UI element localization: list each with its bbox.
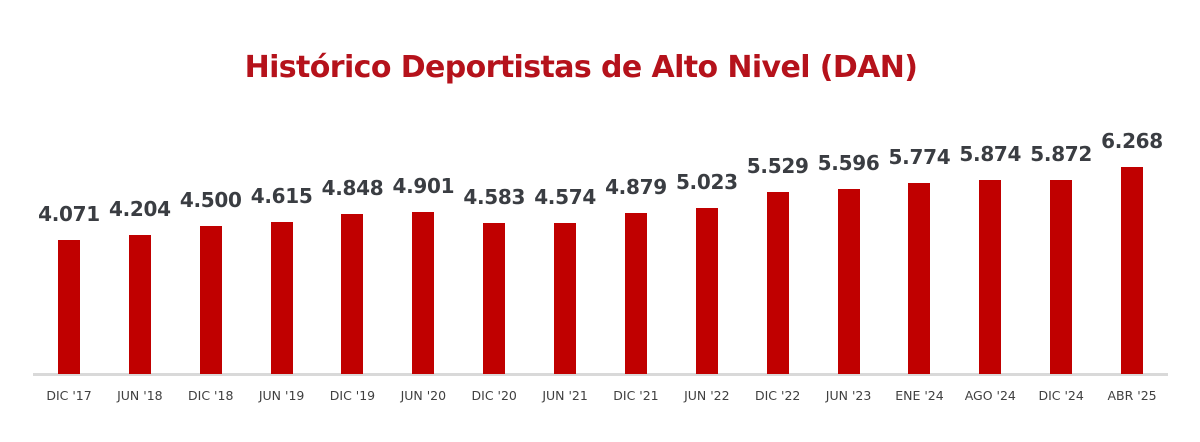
data-label: 5.874: [959, 142, 1022, 167]
data-label: 4.204: [108, 197, 171, 222]
data-label: 6.268: [1101, 129, 1163, 154]
x-tick-label: DIC '17: [46, 388, 92, 403]
data-label: 5.529: [746, 153, 809, 178]
bar: [483, 222, 506, 374]
x-tick-label: DIC '21: [613, 388, 659, 403]
bar: [1050, 180, 1073, 374]
bar: [695, 208, 718, 374]
bar: [270, 221, 293, 374]
bar: [837, 189, 860, 374]
bar: [412, 212, 435, 374]
x-tick-label: ENE '24: [895, 388, 944, 403]
bar: [1121, 167, 1144, 374]
data-label: 5.596: [817, 151, 880, 176]
x-tick-label: JUN '19: [258, 388, 305, 403]
bar: [766, 191, 789, 374]
bar: [341, 214, 364, 374]
x-tick-label: DIC '18: [188, 388, 234, 403]
data-label: 4.583: [463, 184, 526, 209]
chart-title: Histórico Deportistas de Alto Nivel (DAN…: [244, 50, 918, 85]
bar: [908, 183, 931, 374]
bar: [624, 212, 647, 374]
x-tick-label: JUN '20: [400, 388, 447, 403]
x-tick-label: DIC '24: [1038, 388, 1084, 403]
x-tick-label: DIC '22: [755, 388, 801, 403]
data-label: 4.879: [605, 174, 667, 199]
data-label: 4.848: [321, 176, 384, 201]
bar: [979, 180, 1002, 374]
data-label: 4.615: [250, 183, 313, 208]
bar: [554, 223, 577, 374]
x-tick-label: JUN '18: [117, 388, 163, 403]
data-label: 4.500: [179, 187, 242, 212]
x-tick-label: DIC '19: [329, 388, 376, 403]
data-label: 5.774: [888, 145, 951, 170]
x-tick-label: ABR '25: [1107, 388, 1157, 403]
bar: [58, 239, 80, 374]
data-label: 4.574: [534, 185, 596, 210]
data-label: 4.901: [392, 174, 455, 199]
bar: [199, 225, 222, 374]
x-tick-label: JUN '22: [684, 388, 730, 403]
x-tick-label: DIC '20: [471, 388, 517, 403]
bar: [128, 235, 151, 374]
x-axis-line: [33, 373, 1168, 376]
x-tick-label: JUN '23: [825, 388, 872, 403]
data-label: 5.023: [675, 170, 738, 195]
x-tick-label: AGO '24: [964, 388, 1016, 403]
data-label: 5.872: [1030, 142, 1093, 167]
x-tick-label: JUN '21: [542, 388, 588, 403]
data-label: 4.071: [38, 201, 100, 226]
